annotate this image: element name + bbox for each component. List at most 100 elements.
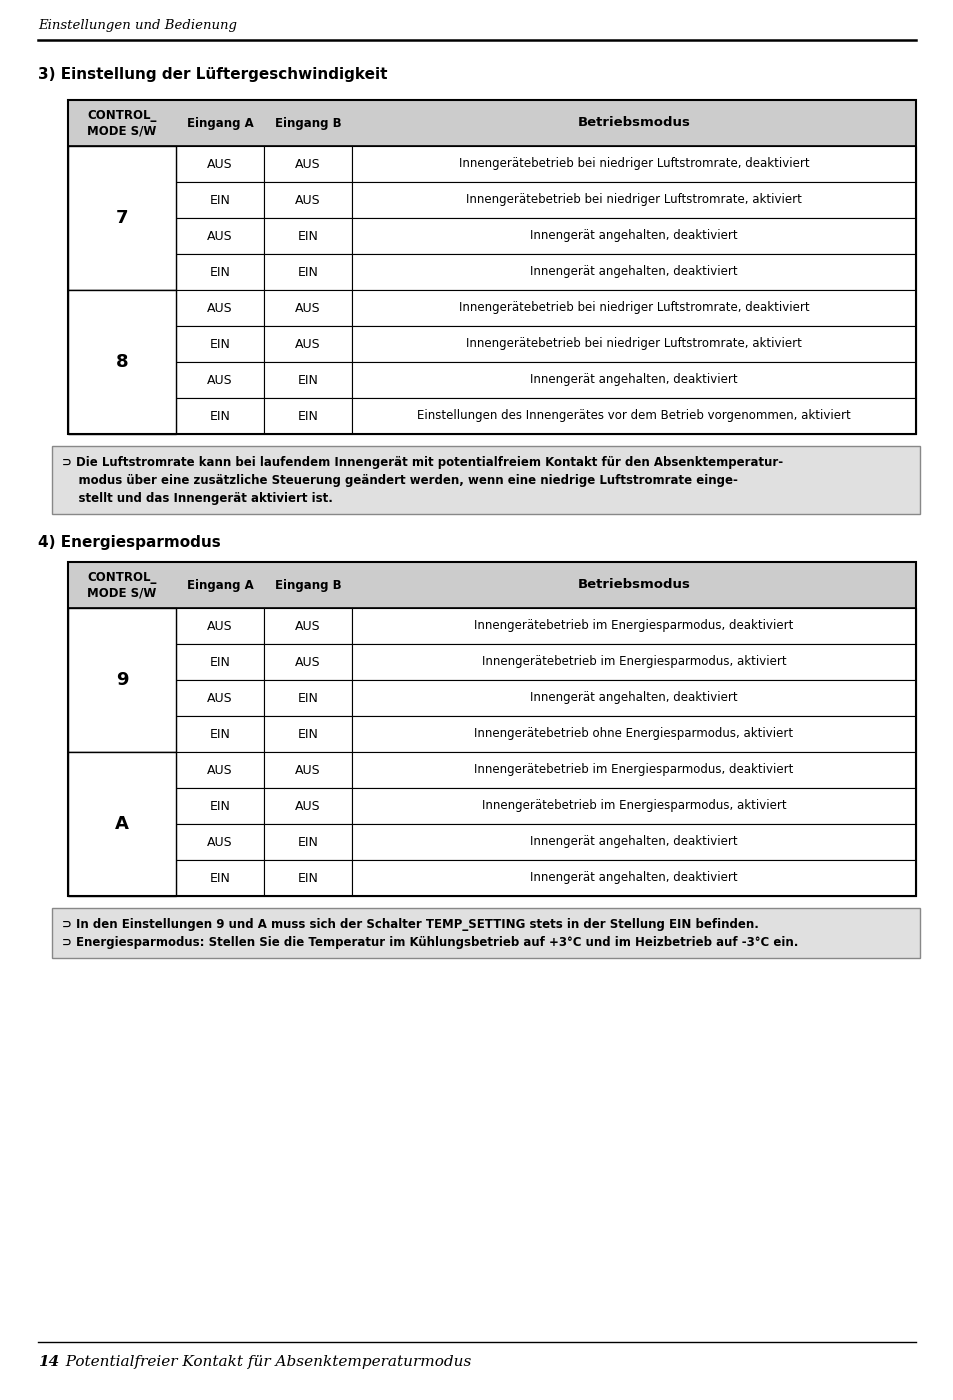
Text: Innengerätebetrieb bei niedriger Luftstromrate, aktiviert: Innengerätebetrieb bei niedriger Luftstr… <box>466 337 801 350</box>
Bar <box>264 326 352 363</box>
Text: AUS: AUS <box>294 158 320 171</box>
Text: EIN: EIN <box>297 692 318 704</box>
Bar <box>175 218 264 253</box>
Bar <box>175 290 264 326</box>
Text: AUS: AUS <box>294 655 320 669</box>
Text: modus über eine zusätzliche Steuerung geändert werden, wenn eine niedrige Luftst: modus über eine zusätzliche Steuerung ge… <box>62 475 737 487</box>
Bar <box>52 909 919 958</box>
Text: Innengerätebetrieb im Energiesparmodus, deaktiviert: Innengerätebetrieb im Energiesparmodus, … <box>474 619 793 633</box>
Text: stellt und das Innengerät aktiviert ist.: stellt und das Innengerät aktiviert ist. <box>62 491 333 505</box>
Text: EIN: EIN <box>210 266 231 279</box>
Bar <box>352 715 915 752</box>
Text: Innengerät angehalten, deaktiviert: Innengerät angehalten, deaktiviert <box>530 230 737 242</box>
Text: 4) Energiesparmodus: 4) Energiesparmodus <box>38 535 220 549</box>
Text: 7: 7 <box>115 209 128 227</box>
Text: AUS: AUS <box>207 763 233 777</box>
Text: Eingang B: Eingang B <box>274 116 341 130</box>
Bar <box>352 752 915 788</box>
Text: ⊃ In den Einstellungen 9 und A muss sich der Schalter TEMP_SETTING stets in der : ⊃ In den Einstellungen 9 und A muss sich… <box>62 918 758 931</box>
Text: Eingang A: Eingang A <box>187 578 253 591</box>
Text: AUS: AUS <box>294 337 320 350</box>
Bar <box>68 561 915 896</box>
Text: AUS: AUS <box>294 763 320 777</box>
Text: AUS: AUS <box>207 836 233 848</box>
Text: Innengerät angehalten, deaktiviert: Innengerät angehalten, deaktiviert <box>530 836 737 848</box>
Bar <box>68 146 175 290</box>
Text: Innengerät angehalten, deaktiviert: Innengerät angehalten, deaktiviert <box>530 871 737 885</box>
Bar <box>175 715 264 752</box>
Text: EIN: EIN <box>210 799 231 812</box>
Text: 8: 8 <box>115 353 128 371</box>
Bar <box>264 788 352 825</box>
Bar <box>52 447 919 514</box>
Text: Innengerätebetrieb im Energiesparmodus, aktiviert: Innengerätebetrieb im Energiesparmodus, … <box>481 799 785 812</box>
Bar <box>264 860 352 896</box>
Text: EIN: EIN <box>210 193 231 206</box>
Text: EIN: EIN <box>210 409 231 423</box>
Text: Einstellungen und Bedienung: Einstellungen und Bedienung <box>38 18 236 31</box>
Bar <box>264 363 352 398</box>
Bar <box>352 825 915 860</box>
Text: AUS: AUS <box>294 799 320 812</box>
Bar <box>352 218 915 253</box>
Text: AUS: AUS <box>294 193 320 206</box>
Text: Innengerät angehalten, deaktiviert: Innengerät angehalten, deaktiviert <box>530 692 737 704</box>
Bar <box>352 146 915 182</box>
Bar <box>264 146 352 182</box>
Bar <box>175 182 264 218</box>
Text: Innengerätebetrieb im Energiesparmodus, aktiviert: Innengerätebetrieb im Energiesparmodus, … <box>481 655 785 669</box>
Text: ⊃ Die Luftstromrate kann bei laufendem Innengerät mit potentialfreiem Kontakt fü: ⊃ Die Luftstromrate kann bei laufendem I… <box>62 456 782 469</box>
Text: Betriebsmodus: Betriebsmodus <box>577 578 690 591</box>
Bar <box>175 398 264 434</box>
Text: Eingang A: Eingang A <box>187 116 253 130</box>
Text: AUS: AUS <box>207 158 233 171</box>
Text: AUS: AUS <box>294 619 320 633</box>
Bar <box>264 644 352 680</box>
Bar <box>68 99 915 434</box>
Bar <box>175 860 264 896</box>
Text: CONTROL_
MODE S/W: CONTROL_ MODE S/W <box>88 109 156 137</box>
Bar <box>175 788 264 825</box>
Bar <box>175 752 264 788</box>
Text: Innengerätebetrieb bei niedriger Luftstromrate, deaktiviert: Innengerätebetrieb bei niedriger Luftstr… <box>458 158 808 171</box>
Text: AUS: AUS <box>207 619 233 633</box>
Bar <box>352 363 915 398</box>
Bar <box>175 363 264 398</box>
Bar <box>68 608 175 752</box>
Text: ⊃ Energiesparmodus: Stellen Sie die Temperatur im Kühlungsbetrieb auf +3°C und i: ⊃ Energiesparmodus: Stellen Sie die Temp… <box>62 937 798 949</box>
Bar <box>68 561 915 608</box>
Bar <box>175 608 264 644</box>
Bar <box>352 680 915 715</box>
Text: 3) Einstellung der Lüftergeschwindigkeit: 3) Einstellung der Lüftergeschwindigkeit <box>38 67 387 83</box>
Text: EIN: EIN <box>297 374 318 386</box>
Text: Eingang B: Eingang B <box>274 578 341 591</box>
Text: AUS: AUS <box>207 374 233 386</box>
Text: EIN: EIN <box>297 266 318 279</box>
Bar <box>264 825 352 860</box>
Bar <box>264 290 352 326</box>
Bar <box>264 398 352 434</box>
Text: EIN: EIN <box>297 836 318 848</box>
Text: A: A <box>115 815 129 833</box>
Bar <box>264 752 352 788</box>
Bar <box>175 326 264 363</box>
Text: EIN: EIN <box>297 871 318 885</box>
Text: Innengerätebetrieb im Energiesparmodus, deaktiviert: Innengerätebetrieb im Energiesparmodus, … <box>474 763 793 777</box>
Text: EIN: EIN <box>297 230 318 242</box>
Text: Innengerätebetrieb bei niedriger Luftstromrate, aktiviert: Innengerätebetrieb bei niedriger Luftstr… <box>466 193 801 206</box>
Bar <box>175 825 264 860</box>
Bar <box>68 290 175 434</box>
Bar <box>264 182 352 218</box>
Bar <box>352 788 915 825</box>
Text: EIN: EIN <box>210 728 231 741</box>
Bar <box>352 253 915 290</box>
Text: Innengerät angehalten, deaktiviert: Innengerät angehalten, deaktiviert <box>530 266 737 279</box>
Text: EIN: EIN <box>210 871 231 885</box>
Text: AUS: AUS <box>294 301 320 315</box>
Bar <box>352 644 915 680</box>
Text: AUS: AUS <box>207 692 233 704</box>
Text: EIN: EIN <box>210 337 231 350</box>
Bar <box>264 680 352 715</box>
Bar <box>352 290 915 326</box>
Bar <box>352 608 915 644</box>
